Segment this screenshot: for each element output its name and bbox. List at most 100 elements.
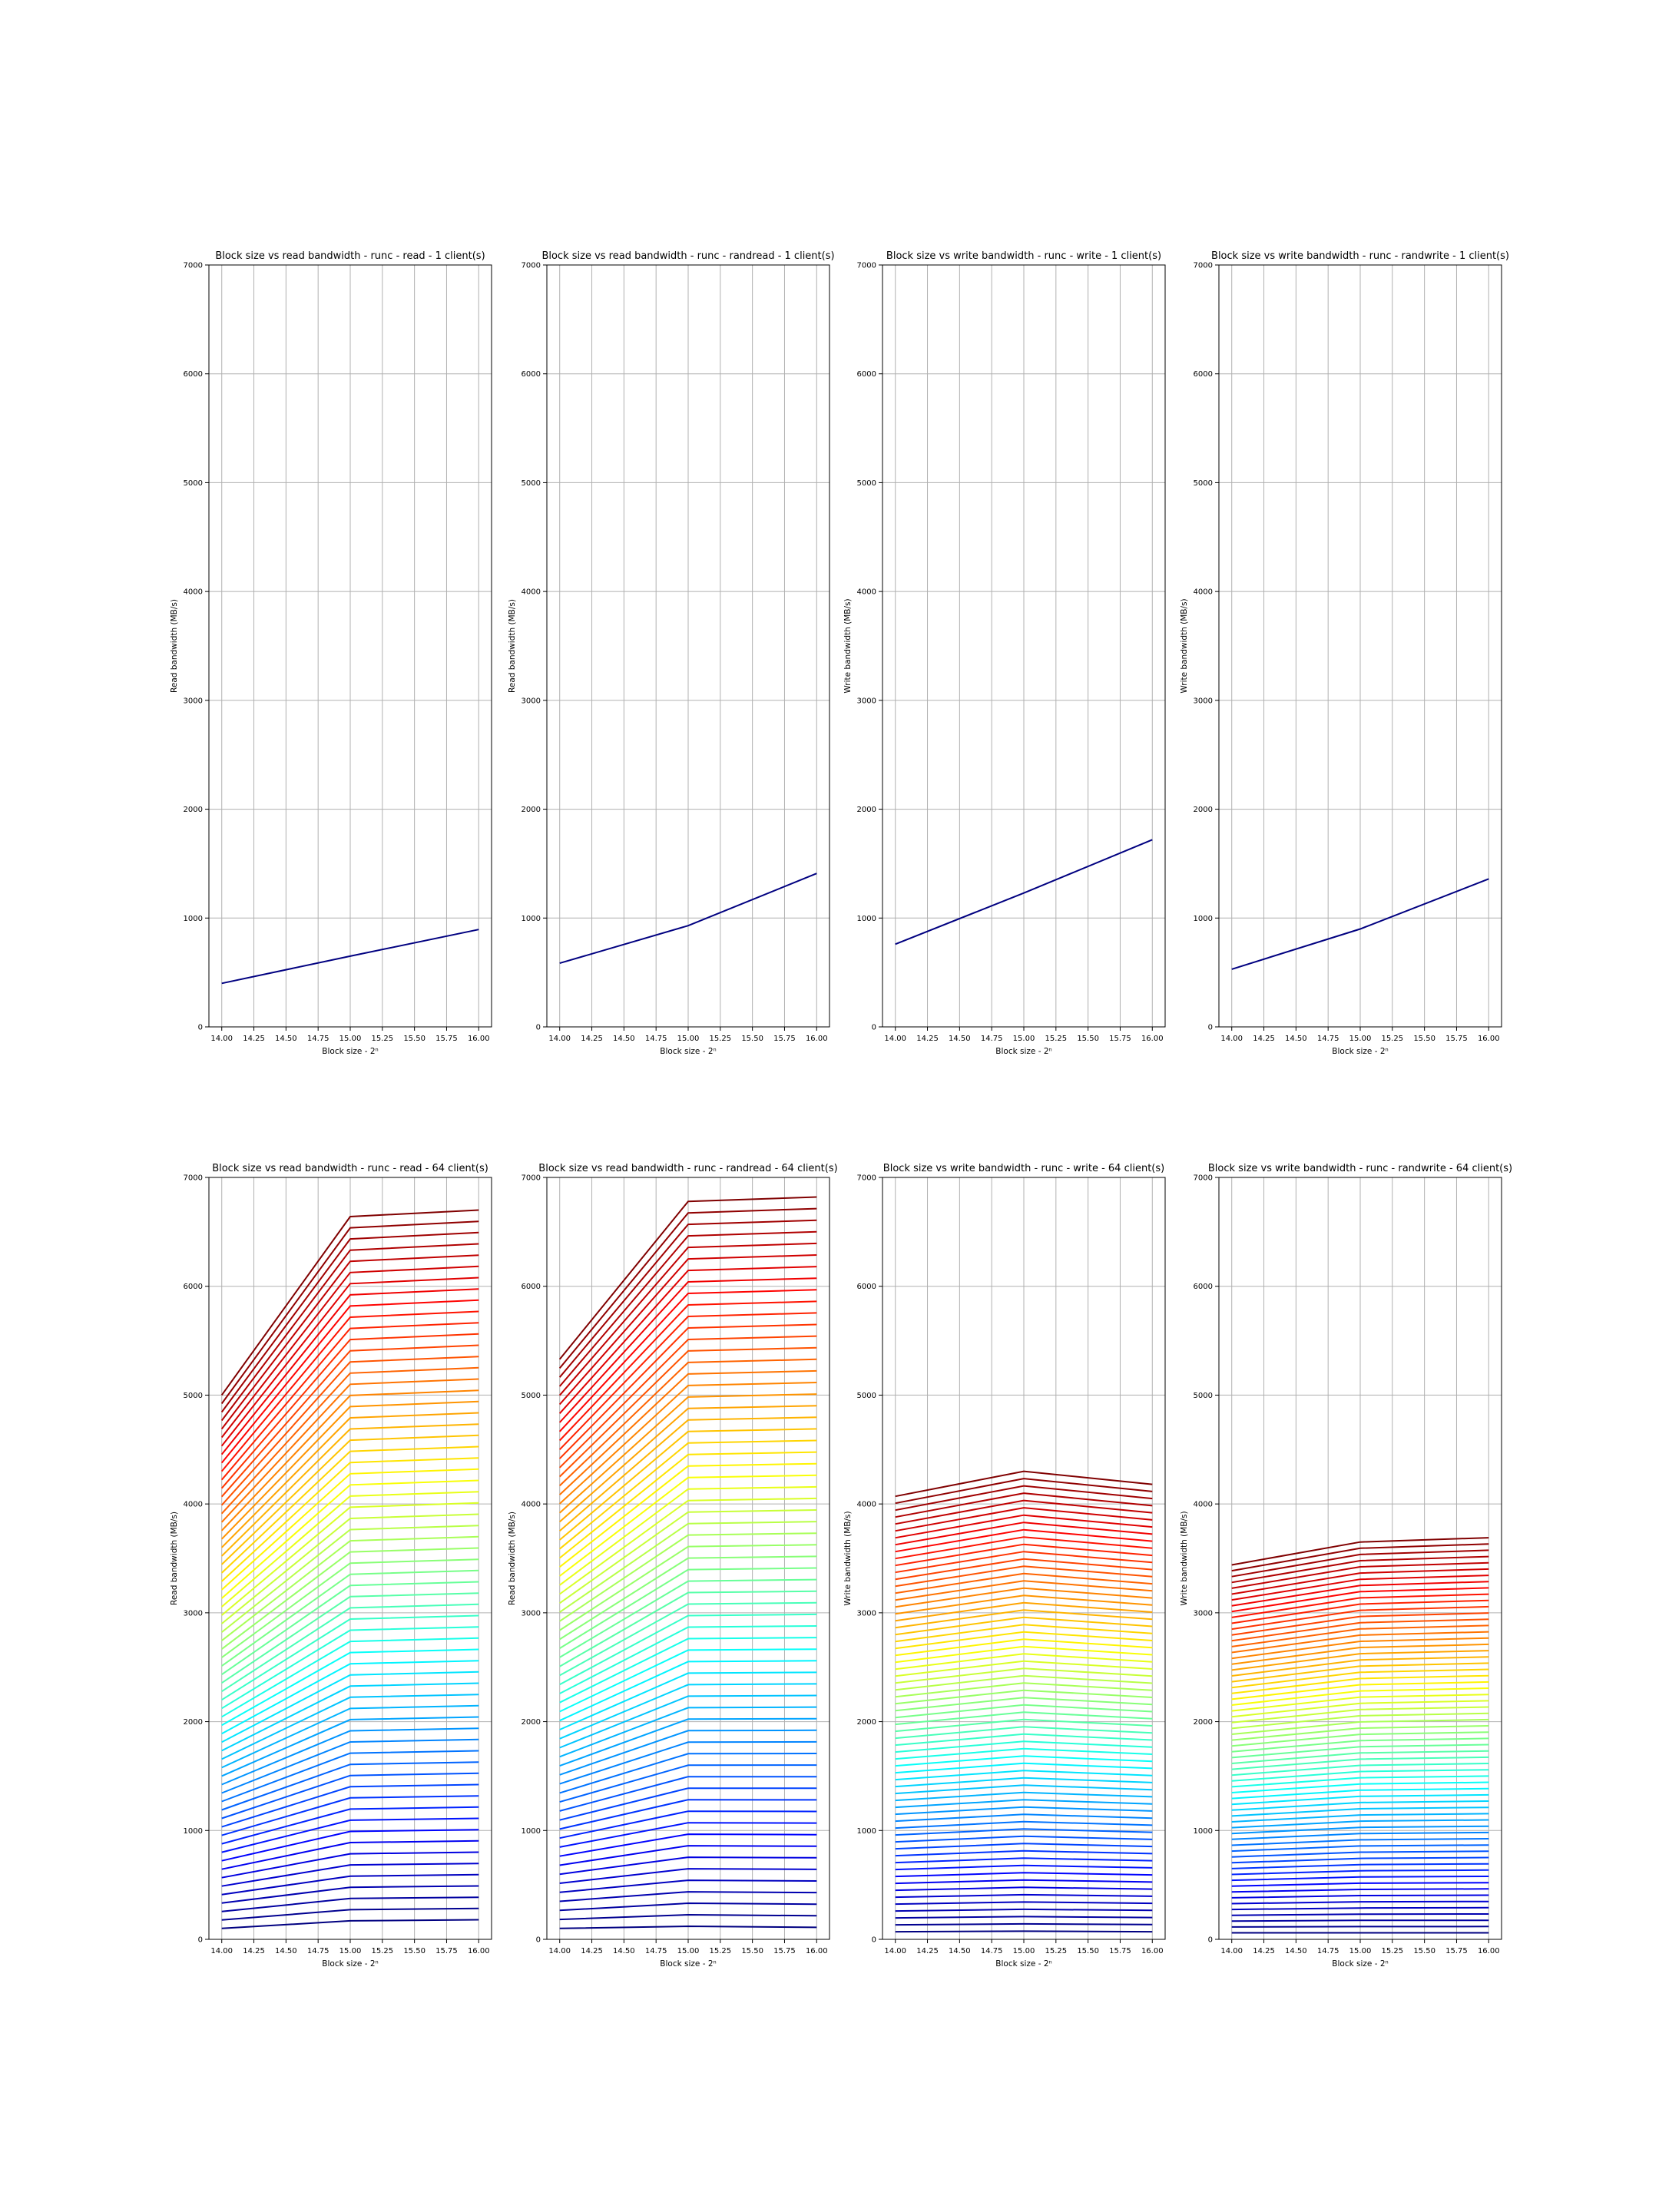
chart-title: Block size vs write bandwidth - runc - w… (883, 1163, 1164, 1174)
x-tick-label: 15.00 (1349, 1947, 1372, 1955)
series-line (559, 1601, 817, 1677)
series-line (1231, 1656, 1489, 1677)
series-line (1231, 1856, 1489, 1864)
series-line (1231, 878, 1489, 970)
y-tick-label: 5000 (184, 1392, 203, 1400)
x-tick-label: 14.50 (613, 1947, 635, 1955)
series-line (895, 1799, 1153, 1809)
series-line (559, 1879, 817, 1893)
series-line (1231, 1913, 1489, 1916)
series-line (221, 1513, 479, 1624)
series-line (220, 1400, 479, 1540)
plot-frame (1218, 1177, 1502, 1940)
x-axis-label: Block size - 2ⁿ (995, 1959, 1051, 1969)
y-tick-label: 2000 (1194, 806, 1213, 814)
series-line (895, 1784, 1153, 1795)
series-line (1231, 1593, 1489, 1618)
series-line (221, 1671, 479, 1743)
x-tick-label: 15.75 (1109, 1035, 1131, 1043)
series-line (1231, 1926, 1489, 1928)
y-tick-label: 5000 (857, 479, 876, 488)
x-tick-label: 14.25 (916, 1035, 939, 1043)
series-line (558, 1335, 817, 1469)
series-line (559, 1740, 817, 1785)
series-line (559, 1637, 817, 1704)
series-line (895, 1893, 1153, 1899)
series-line (895, 1813, 1153, 1823)
series-line (1231, 1743, 1489, 1759)
series-line (895, 1879, 1153, 1885)
y-tick-label: 1000 (1194, 1827, 1213, 1836)
series-line (895, 1674, 1153, 1691)
series-line (221, 1502, 479, 1616)
series-line (1231, 1618, 1489, 1642)
series-line (559, 1509, 817, 1604)
y-tick-label: 4000 (522, 1501, 541, 1509)
series-line (895, 1740, 1153, 1753)
y-tick-label: 3000 (1194, 1609, 1213, 1618)
series-line (558, 1323, 817, 1459)
chart-title: Block size vs read bandwidth - runc - re… (212, 1163, 488, 1174)
series-line (220, 1310, 479, 1472)
series-line (895, 1835, 1153, 1843)
series-line (559, 1660, 817, 1722)
y-tick-label: 6000 (184, 370, 203, 379)
x-tick-label: 15.00 (1013, 1947, 1035, 1955)
series-line (221, 1727, 479, 1786)
y-tick-label: 2000 (857, 1718, 876, 1727)
x-tick-label: 14.25 (1253, 1947, 1275, 1955)
series-line (559, 1532, 817, 1622)
series-line (895, 1587, 1153, 1608)
series-line (221, 1614, 479, 1701)
series-line (1231, 1537, 1489, 1566)
series-line (1231, 1763, 1489, 1777)
y-tick-label: 0 (536, 1024, 541, 1032)
series-line (559, 1578, 817, 1658)
y-axis-label: Read bandwidth (MB/s) (508, 599, 517, 693)
series-line (895, 1777, 1153, 1788)
series-line (895, 1470, 1153, 1498)
series-line (221, 1603, 479, 1693)
x-tick-label: 15.50 (1077, 1035, 1099, 1043)
series-line (895, 1697, 1153, 1712)
plot-frame (208, 1177, 492, 1940)
series-line (221, 1445, 479, 1574)
x-tick-label: 15.50 (741, 1035, 763, 1043)
x-axis-label: Block size - 2ⁿ (1332, 1047, 1388, 1056)
series-line (895, 1755, 1153, 1767)
series-line (1231, 1825, 1489, 1835)
series-line (895, 1901, 1153, 1906)
x-axis-label: Block size - 2ⁿ (1332, 1959, 1388, 1969)
series-line (1231, 1882, 1489, 1887)
series-line (221, 1569, 479, 1667)
y-tick-label: 0 (872, 1936, 876, 1945)
series-line (559, 1776, 817, 1812)
series-line (1231, 1712, 1489, 1730)
series-line (1231, 1568, 1489, 1595)
y-tick-label: 7000 (522, 262, 541, 270)
series-line (1231, 1876, 1489, 1882)
series-line (559, 1717, 817, 1767)
series-line (220, 1265, 479, 1439)
series-line (559, 1393, 817, 1514)
series-line (559, 1590, 817, 1667)
x-tick-label: 15.75 (773, 1947, 796, 1955)
x-tick-label: 15.00 (339, 1947, 362, 1955)
y-tick-label: 1000 (522, 915, 541, 923)
series-line (559, 1497, 817, 1595)
series-line (559, 1694, 817, 1749)
series-line (559, 1485, 817, 1586)
series-line (1231, 1718, 1489, 1735)
series-line (895, 1645, 1153, 1664)
y-tick-label: 4000 (857, 588, 876, 597)
series-line (221, 1919, 479, 1929)
series-line (895, 1528, 1153, 1553)
series-line (895, 1864, 1153, 1871)
series-line (220, 1277, 479, 1447)
series-line (221, 1738, 479, 1794)
series-line (1231, 1555, 1489, 1584)
series-line (559, 1613, 817, 1686)
series-line (221, 929, 479, 985)
series-line (895, 1522, 1153, 1546)
series-line (221, 1468, 479, 1591)
